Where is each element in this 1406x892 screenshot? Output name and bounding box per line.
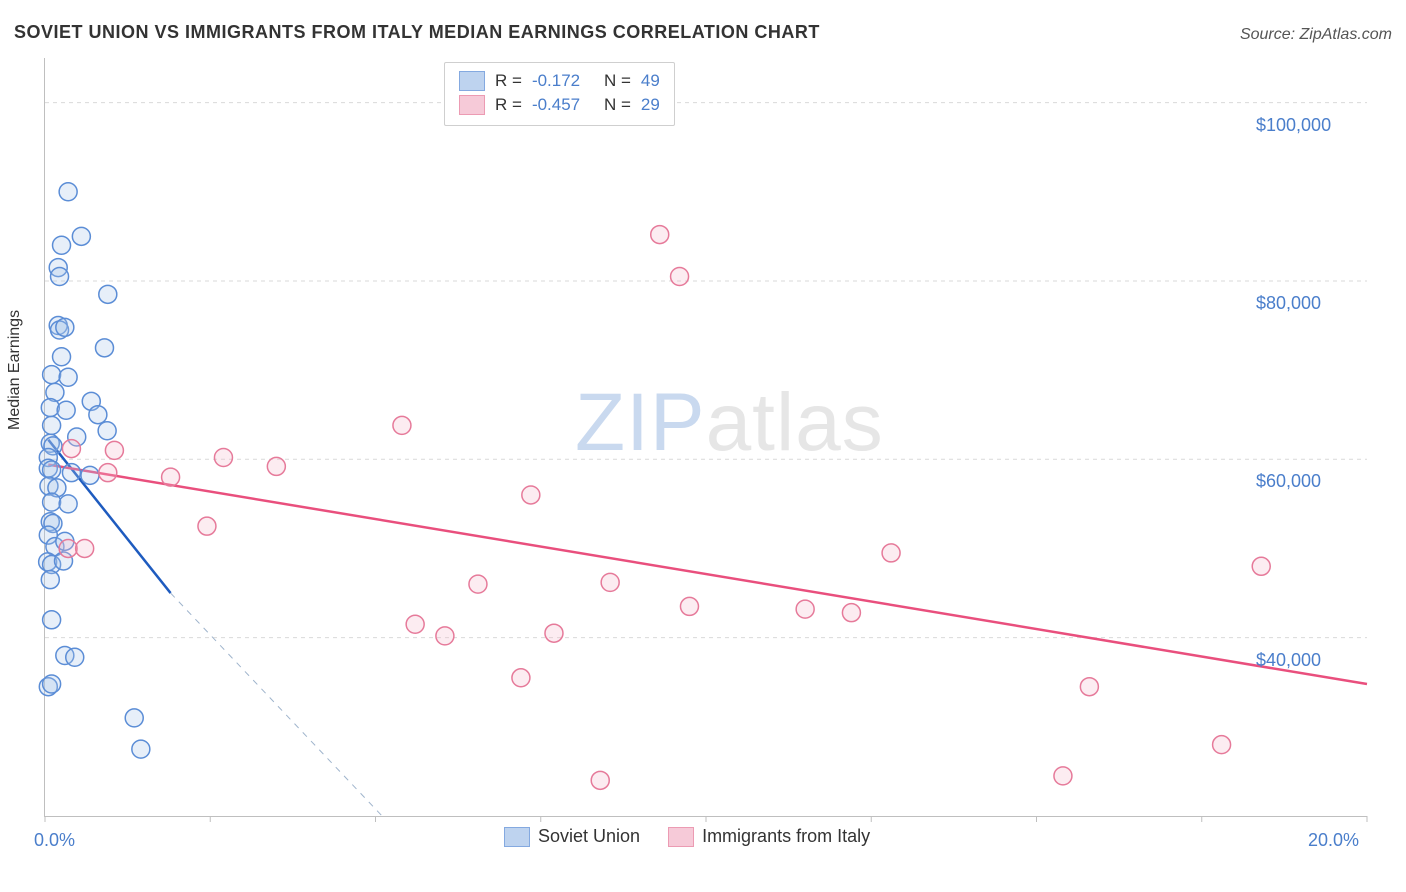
legend-row-italy: R = -0.457 N = 29 <box>459 93 660 117</box>
y-tick-label: $40,000 <box>1256 650 1321 671</box>
plot-svg <box>45 58 1367 816</box>
y-tick-label: $100,000 <box>1256 115 1331 136</box>
y-axis-label: Median Earnings <box>6 310 24 430</box>
y-tick-label: $80,000 <box>1256 293 1321 314</box>
y-tick-label: $60,000 <box>1256 471 1321 492</box>
scatter-plot: ZIPatlas <box>44 58 1367 817</box>
legend-item-italy: Immigrants from Italy <box>668 826 870 847</box>
source-prefix: Source: <box>1240 26 1300 43</box>
legend-swatch-icon <box>668 827 694 847</box>
legend-r-label: R = <box>495 95 522 115</box>
legend-item-soviet: Soviet Union <box>504 826 640 847</box>
chart-title: SOVIET UNION VS IMMIGRANTS FROM ITALY ME… <box>14 22 820 43</box>
series-legend: Soviet Union Immigrants from Italy <box>504 826 870 847</box>
legend-r-value: -0.172 <box>532 71 594 91</box>
legend-item-label: Immigrants from Italy <box>702 826 870 846</box>
legend-swatch-icon <box>459 95 485 115</box>
legend-n-value: 49 <box>641 71 660 91</box>
legend-n-label: N = <box>604 95 631 115</box>
legend-n-label: N = <box>604 71 631 91</box>
legend-item-label: Soviet Union <box>538 826 640 846</box>
source-attribution: Source: ZipAtlas.com <box>1240 26 1392 44</box>
correlation-legend: R = -0.172 N = 49 R = -0.457 N = 29 <box>444 62 675 126</box>
legend-r-value: -0.457 <box>532 95 594 115</box>
legend-r-label: R = <box>495 71 522 91</box>
legend-swatch-icon <box>504 827 530 847</box>
source-name: ZipAtlas.com <box>1300 26 1392 43</box>
legend-row-soviet: R = -0.172 N = 49 <box>459 69 660 93</box>
legend-n-value: 29 <box>641 95 660 115</box>
x-tick-label-left: 0.0% <box>34 830 75 851</box>
legend-swatch-icon <box>459 71 485 91</box>
x-tick-label-right: 20.0% <box>1308 830 1359 851</box>
